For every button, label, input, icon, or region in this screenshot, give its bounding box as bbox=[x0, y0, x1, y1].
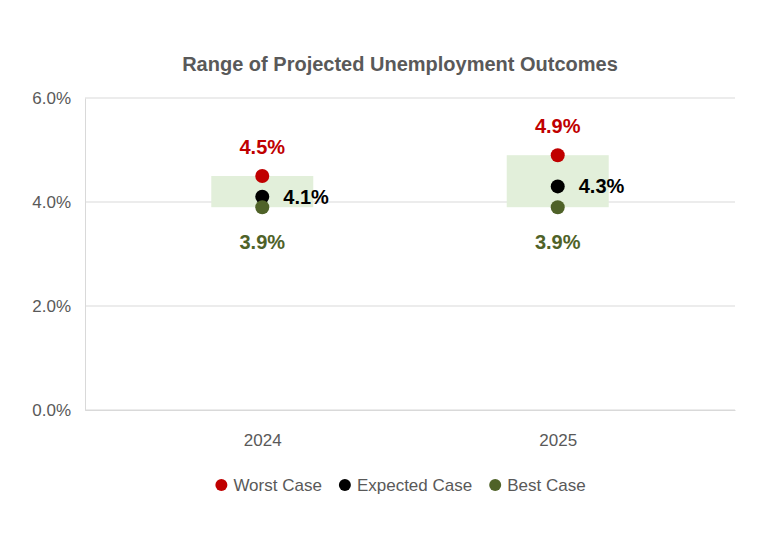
legend-marker bbox=[339, 479, 351, 491]
legend-item: Worst Case bbox=[215, 476, 322, 495]
y-tick: 0.0% bbox=[32, 401, 85, 420]
y-tick-label: 6.0% bbox=[32, 89, 71, 108]
y-axis: 0.0% 2.0% 4.0% 6.0% bbox=[32, 89, 85, 420]
y-tick-label: 2.0% bbox=[32, 297, 71, 316]
legend-item: Expected Case bbox=[339, 476, 472, 495]
grid-line bbox=[85, 306, 735, 307]
legend-label: Worst Case bbox=[233, 476, 322, 495]
data-label: 4.5% bbox=[239, 136, 285, 158]
grid-line bbox=[85, 202, 735, 203]
legend-label: Expected Case bbox=[357, 476, 472, 495]
marks bbox=[211, 148, 608, 214]
data-label: 3.9% bbox=[239, 231, 285, 253]
data-label: 4.1% bbox=[283, 186, 329, 208]
x-tick: 2024 bbox=[244, 410, 282, 450]
data-label: 4.3% bbox=[579, 175, 625, 197]
dot bbox=[551, 148, 565, 162]
dot bbox=[551, 200, 565, 214]
data-label: 3.9% bbox=[535, 231, 581, 253]
legend-marker bbox=[215, 479, 227, 491]
legend-label: Best Case bbox=[507, 476, 585, 495]
grid-line bbox=[85, 98, 735, 99]
x-axis-line bbox=[86, 410, 736, 411]
chart: Range of Projected Unemployment Outcomes… bbox=[0, 0, 757, 540]
y-tick: 4.0% bbox=[32, 193, 85, 212]
grid-line bbox=[85, 410, 735, 411]
legend-item: Best Case bbox=[489, 476, 585, 495]
x-tick: 2025 bbox=[539, 410, 577, 450]
x-tick-label: 2025 bbox=[539, 431, 577, 450]
y-tick-label: 0.0% bbox=[32, 401, 71, 420]
data-label: 4.9% bbox=[535, 115, 581, 137]
dot bbox=[551, 179, 565, 193]
title: Range of Projected Unemployment Outcomes bbox=[182, 53, 618, 75]
dot bbox=[255, 200, 269, 214]
x-tick-label: 2024 bbox=[244, 431, 282, 450]
data-labels: 4.5% 4.9% 4.1% 4.3% 3.9% 3.9% bbox=[239, 115, 624, 253]
dot bbox=[255, 169, 269, 183]
y-tick-label: 4.0% bbox=[32, 193, 71, 212]
grid bbox=[85, 98, 735, 410]
y-tick: 2.0% bbox=[32, 297, 85, 316]
legend: Worst Case Expected Case Best Case bbox=[215, 476, 585, 495]
x-axis: 2024 2025 bbox=[86, 410, 736, 450]
y-tick: 6.0% bbox=[32, 89, 85, 108]
y-axis-line bbox=[85, 99, 86, 411]
legend-marker bbox=[489, 479, 501, 491]
